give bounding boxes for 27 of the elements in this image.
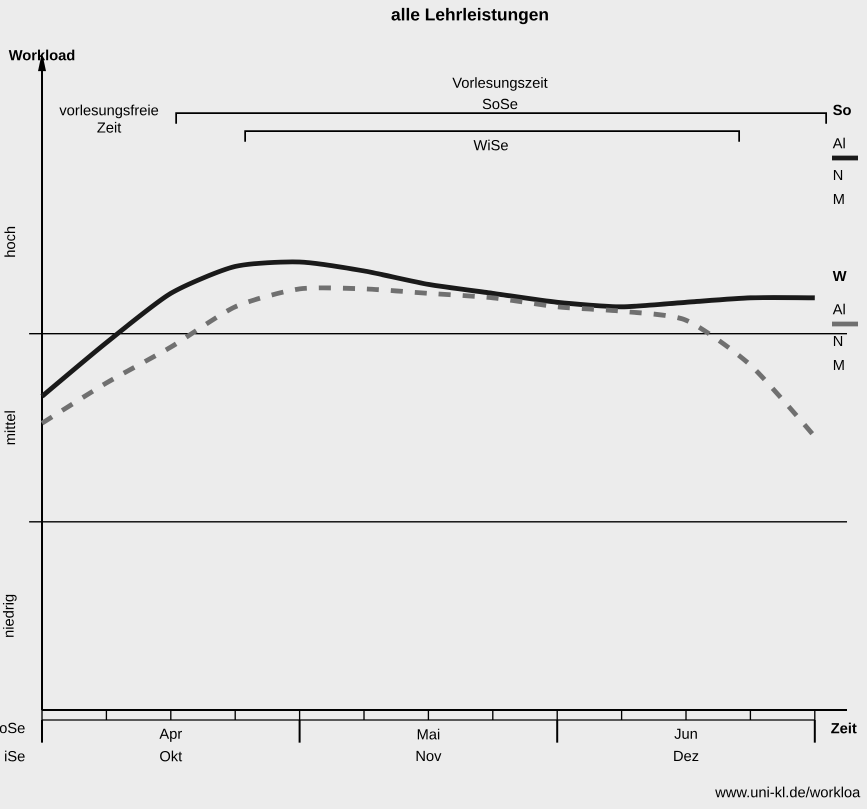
text: N bbox=[834, 170, 842, 180]
text: hoch bbox=[4, 226, 16, 257]
text: Nov bbox=[416, 750, 442, 762]
text: Al bbox=[832, 304, 845, 314]
text: Okt bbox=[160, 750, 182, 762]
x-tick-label: Mai bbox=[418, 728, 440, 740]
text: WiSe bbox=[474, 140, 508, 150]
text: Workload bbox=[8, 50, 74, 60]
text: SoSe bbox=[482, 98, 518, 110]
x-tick-label: Jun bbox=[674, 728, 697, 739]
text: niedrig bbox=[2, 594, 17, 637]
text: vorlesungsfreie Zeit bbox=[59, 104, 158, 133]
text: mittel bbox=[4, 411, 16, 444]
x-axis-title: Zeit bbox=[831, 722, 857, 734]
text: iSe bbox=[5, 750, 25, 762]
annotation: W bbox=[832, 270, 847, 282]
text: Al bbox=[832, 138, 845, 148]
text: www.uni-kl.de/workloa bbox=[715, 786, 860, 798]
chart-title: alle Lehrleistungen bbox=[392, 8, 548, 24]
text: oSe bbox=[0, 722, 25, 734]
text: Vorlesungszeit bbox=[452, 77, 548, 91]
text: M bbox=[834, 194, 844, 204]
text: Dez bbox=[674, 750, 698, 762]
x-tick-label: Apr bbox=[159, 728, 182, 742]
annotation: M bbox=[834, 360, 844, 370]
annotation: N bbox=[834, 336, 842, 346]
text: So bbox=[833, 104, 851, 116]
